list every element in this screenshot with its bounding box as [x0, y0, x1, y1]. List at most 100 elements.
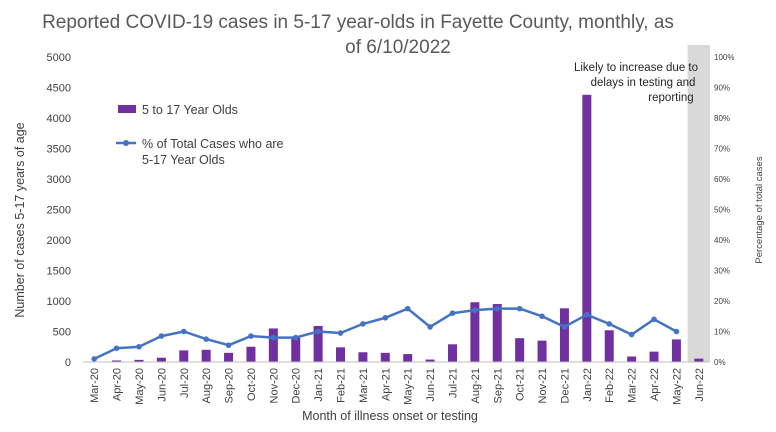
x-tick-label: Jul-21: [447, 368, 459, 398]
annotation-line-3: reporting: [648, 92, 693, 104]
y-tick-label: 2000: [47, 235, 71, 247]
x-axis: Mar-20 Apr-20 May-20 Jun-20 Jul-20 Aug-20 Sep-…: [89, 368, 706, 405]
line-point: [561, 324, 568, 330]
bar: [425, 359, 435, 362]
bar: [380, 352, 390, 362]
line-point: [248, 333, 254, 339]
bar: [291, 336, 301, 362]
bar: [582, 94, 592, 362]
y2-tick-label: 70%: [714, 145, 730, 154]
x-tick-label: Oct-21: [515, 368, 527, 401]
line-point: [494, 305, 501, 312]
line-point: [292, 334, 299, 341]
y-axis-right: 0% 10% 20% 30% 40% 50% 60% 70% 80% 90% 100%: [714, 53, 734, 367]
line-point: [180, 328, 187, 335]
y-tick-label: 3000: [47, 174, 71, 186]
line-point: [449, 310, 456, 317]
x-tick-label: Oct-20: [246, 368, 258, 401]
legend-label-line-1: % of Total Cases who are: [142, 137, 284, 151]
y-tick-label: 1000: [47, 296, 71, 308]
x-tick-label: Jul-20: [179, 368, 191, 398]
x-axis-title: Month of illness onset or testing: [302, 409, 478, 423]
legend: 5 to 17 Year Olds % of Total Cases who a…: [116, 103, 284, 167]
y-tick-label: 3500: [47, 144, 71, 156]
line-point: [584, 311, 590, 318]
chart-title-line-1: Reported COVID-19 cases in 5-17 year-old…: [42, 12, 674, 33]
bar: [179, 350, 189, 362]
x-tick-label: Aug-20: [201, 368, 213, 403]
y2-tick-label: 60%: [714, 175, 730, 184]
bar: [403, 354, 413, 362]
bar: [336, 347, 346, 362]
bar: [470, 302, 480, 362]
y-tick-label: 1500: [47, 266, 71, 278]
bar: [537, 340, 547, 362]
line-point: [158, 333, 165, 339]
y2-tick-label: 30%: [714, 267, 730, 276]
bar: [246, 346, 256, 362]
y-tick-label: 500: [53, 327, 71, 339]
shaded-region: [687, 45, 710, 362]
line-point: [91, 356, 97, 362]
line-point: [225, 342, 232, 349]
x-tick-label: Jan-21: [313, 368, 325, 402]
line-point: [113, 345, 120, 352]
x-tick-label: Feb-22: [604, 368, 616, 403]
bar-series: [89, 94, 704, 363]
line-point: [606, 321, 613, 327]
line-point: [516, 305, 523, 312]
x-tick-label: Apr-20: [112, 368, 124, 401]
legend-swatch-bar: [118, 105, 136, 113]
x-tick-label: Jun-22: [694, 368, 706, 402]
bar: [627, 356, 637, 362]
x-tick-label: May-22: [671, 368, 683, 405]
y2-axis-title: Percentage of total cases: [754, 156, 765, 263]
bar: [201, 349, 211, 362]
y2-tick-label: 50%: [714, 206, 730, 215]
y2-tick-label: 10%: [714, 328, 730, 337]
line-series: [91, 305, 680, 362]
y2-tick-label: 100%: [714, 53, 734, 62]
bar: [224, 352, 234, 362]
y2-tick-label: 0%: [714, 358, 726, 367]
line-point: [360, 321, 366, 327]
x-tick-label: Dec-20: [291, 368, 303, 403]
line-point: [404, 305, 411, 312]
line-point: [270, 334, 277, 341]
x-tick-label: Nov-21: [537, 368, 549, 403]
x-tick-label: Mar-22: [627, 368, 639, 403]
bar: [313, 326, 323, 362]
line-point: [673, 328, 680, 335]
bar: [515, 338, 525, 362]
bar: [447, 344, 457, 362]
x-tick-label: May-20: [134, 368, 146, 405]
y2-tick-label: 20%: [714, 297, 730, 306]
y2-tick-label: 90%: [714, 84, 730, 93]
y-tick-label: 4500: [47, 83, 71, 95]
line-point: [472, 307, 478, 313]
bar: [694, 358, 704, 362]
line-point: [628, 331, 635, 338]
y2-tick-label: 80%: [714, 114, 730, 123]
line-point: [203, 336, 209, 342]
legend-swatch-marker: [123, 140, 129, 146]
line-point: [651, 316, 657, 323]
y-tick-label: 4000: [47, 113, 71, 125]
line-point: [382, 314, 389, 321]
bar: [112, 360, 122, 362]
bar: [358, 352, 368, 362]
x-tick-label: Nov-20: [268, 368, 280, 403]
bar: [156, 357, 166, 362]
line-point: [427, 324, 433, 330]
x-tick-label: Aug-21: [470, 368, 482, 403]
bar: [268, 328, 278, 362]
bar: [134, 359, 144, 362]
x-tick-label: Jun-20: [156, 368, 168, 402]
bar: [492, 304, 502, 362]
x-tick-label: Jun-21: [425, 368, 437, 402]
line-point: [337, 330, 344, 336]
bar: [559, 308, 569, 362]
x-tick-label: Sep-20: [224, 368, 236, 403]
legend-label-line-2: 5-17 Year Olds: [142, 153, 225, 167]
bar: [649, 351, 659, 362]
